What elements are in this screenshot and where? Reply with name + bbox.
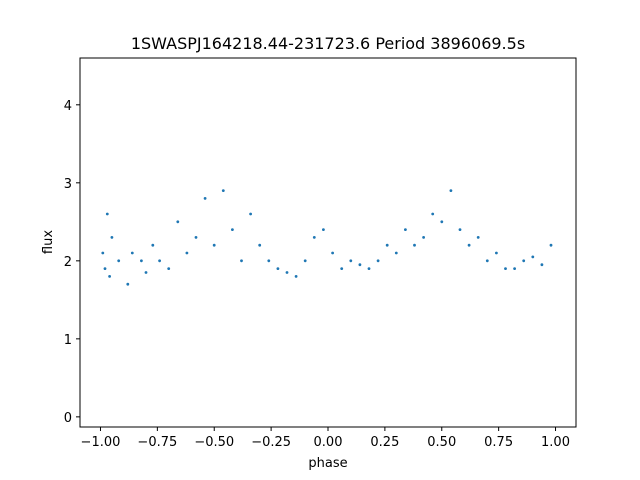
data-point [522, 259, 526, 263]
x-tick-label: −0.25 [251, 435, 291, 450]
data-point [108, 275, 111, 278]
y-tick-label: 0 [64, 411, 72, 426]
y-tick-label: 4 [64, 99, 72, 114]
data-point [221, 189, 225, 193]
data-point [485, 259, 489, 263]
data-point [231, 228, 234, 232]
data-point [340, 267, 344, 270]
data-point [322, 228, 325, 232]
data-point [367, 267, 371, 270]
data-point [531, 255, 535, 259]
data-point [151, 243, 155, 247]
x-axis-label: phase [308, 456, 347, 471]
data-point [413, 243, 416, 247]
plot-frame [79, 57, 577, 428]
y-axis-ticks: 0 1 2 3 4 [64, 99, 80, 426]
x-tick-label: 0.50 [427, 435, 456, 450]
data-point [495, 251, 498, 255]
data-point [431, 212, 435, 216]
x-tick-label: 0.25 [370, 435, 399, 450]
data-point [285, 271, 289, 274]
data-point [458, 228, 462, 232]
data-point [394, 251, 398, 255]
x-tick-label: 1.00 [541, 435, 570, 450]
data-point [167, 267, 171, 270]
x-tick-label: −1.00 [81, 435, 121, 450]
x-tick-label: −0.50 [194, 435, 234, 450]
data-point [358, 263, 362, 267]
data-point [194, 236, 198, 239]
data-point [449, 189, 453, 193]
data-point [144, 271, 148, 274]
y-tick-label: 3 [64, 177, 72, 192]
data-points [101, 189, 553, 286]
data-point [422, 236, 425, 239]
data-point [504, 267, 507, 270]
x-tick-label: 0.75 [484, 435, 513, 450]
data-point [303, 259, 307, 263]
data-point [258, 243, 262, 247]
y-axis-label: flux [41, 230, 56, 254]
data-point [440, 220, 444, 224]
data-point [467, 243, 471, 247]
data-point [126, 282, 130, 286]
data-point [101, 251, 105, 255]
y-tick-label: 1 [64, 333, 72, 348]
data-point [249, 212, 253, 216]
data-point [110, 236, 114, 239]
data-point [103, 267, 107, 270]
y-tick-label: 2 [64, 255, 72, 270]
data-point [331, 251, 334, 255]
x-tick-label: 0.00 [314, 435, 343, 450]
data-point [158, 259, 162, 263]
data-point [540, 263, 544, 267]
data-point [549, 243, 553, 247]
data-point [294, 275, 298, 278]
data-point [240, 259, 243, 263]
data-point [203, 197, 207, 200]
data-point [140, 259, 143, 263]
x-axis-ticks: −1.00 −0.75 −0.50 −0.25 0.00 0.25 0.50 0.75 1.00 [81, 427, 570, 450]
data-point [176, 220, 180, 224]
data-point [349, 259, 353, 263]
data-point [404, 228, 407, 232]
data-point [212, 243, 216, 247]
data-point [117, 259, 121, 263]
data-point [312, 236, 316, 239]
data-point [267, 259, 271, 263]
data-point [185, 251, 189, 255]
data-point [476, 236, 480, 239]
chart-title: 1SWASPJ164218.44-231723.6 Period 3896069… [131, 34, 525, 53]
data-point [513, 267, 516, 270]
data-point [376, 259, 380, 263]
data-point [276, 267, 280, 270]
data-point [385, 243, 389, 247]
x-tick-label: −0.75 [137, 435, 177, 450]
data-point [105, 212, 109, 216]
data-point [130, 251, 134, 255]
